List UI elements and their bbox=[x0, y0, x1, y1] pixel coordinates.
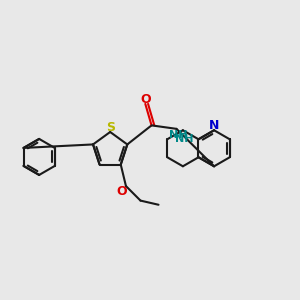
Text: NH: NH bbox=[169, 130, 188, 140]
Text: N: N bbox=[209, 119, 219, 132]
Text: NH: NH bbox=[175, 134, 194, 144]
Text: O: O bbox=[116, 185, 127, 198]
Text: S: S bbox=[106, 121, 115, 134]
Text: O: O bbox=[140, 93, 151, 106]
